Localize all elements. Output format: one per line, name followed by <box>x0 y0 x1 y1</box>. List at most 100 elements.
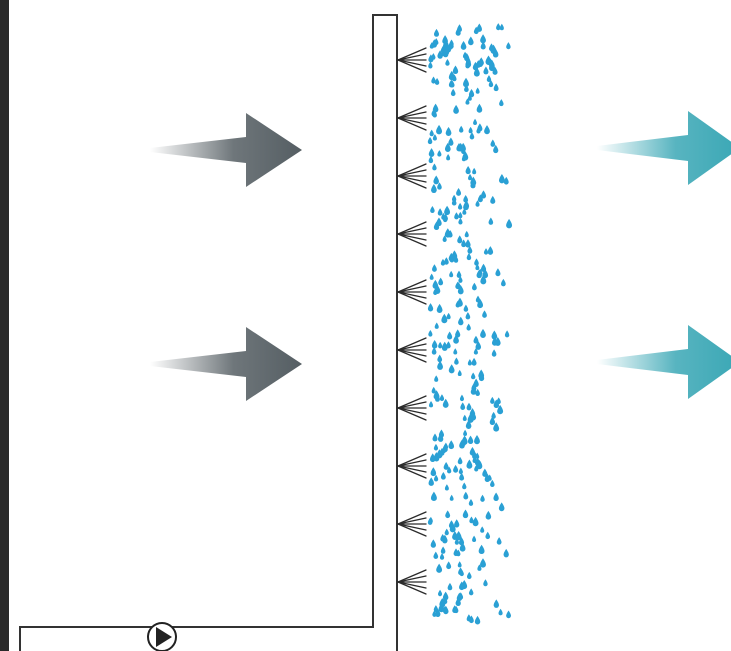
water-droplet-icon <box>465 61 470 69</box>
water-droplet-icon <box>450 88 456 97</box>
water-droplet-icon <box>458 316 464 326</box>
water-droplet-icon <box>499 23 504 31</box>
water-droplet-icon <box>485 531 491 540</box>
water-droplet-icon <box>434 78 440 85</box>
water-droplet-icon <box>493 599 500 608</box>
water-droplet-icon <box>482 468 488 477</box>
water-droplet-icon <box>444 484 449 491</box>
water-droplet-icon <box>437 50 443 59</box>
water-droplet-icon <box>462 482 467 490</box>
water-droplet-icon <box>429 42 434 49</box>
water-droplet-icon <box>463 429 468 436</box>
water-droplet-icon <box>430 491 437 502</box>
water-droplet-icon <box>427 303 434 312</box>
water-droplet-icon <box>459 439 465 449</box>
water-droplet-icon <box>480 328 486 339</box>
water-droplet-icon <box>487 246 494 255</box>
water-droplet-icon <box>475 341 482 350</box>
inlet-arrows <box>150 113 302 401</box>
water-droplet-icon <box>476 103 483 113</box>
water-droplet-icon <box>433 452 440 462</box>
water-droplet-icon <box>453 348 458 355</box>
water-droplet-icon <box>455 27 461 36</box>
water-droplet-icon <box>469 516 474 524</box>
water-droplet-icon <box>452 605 458 614</box>
water-droplet-icon <box>468 36 474 46</box>
water-droplet-icon <box>475 87 480 94</box>
water-droplet-icon <box>466 614 472 622</box>
water-droplet-icon <box>468 499 474 506</box>
water-droplet-icon <box>432 163 437 171</box>
water-droplet-icon <box>490 195 496 204</box>
airflow-out-arrow <box>597 325 731 399</box>
water-droplet-icon <box>456 188 462 196</box>
water-droplet-icon <box>464 230 469 238</box>
water-droplet-icon <box>483 579 488 587</box>
water-droplet-icon <box>504 330 510 338</box>
water-droplet-icon <box>475 263 480 271</box>
water-droplet-icon <box>483 248 489 255</box>
water-droplet-icon <box>440 472 446 480</box>
water-droplet-icon <box>437 182 442 190</box>
water-droplet-icon <box>433 175 439 185</box>
water-droplet-icon <box>438 341 443 349</box>
water-droplet-icon <box>439 394 445 402</box>
water-droplet-icon <box>442 591 449 601</box>
water-droplet-icon <box>458 467 463 475</box>
water-droplet-icon <box>445 126 452 136</box>
water-droplet-icon <box>488 217 494 225</box>
water-droplet-icon <box>496 23 501 31</box>
water-pipe <box>19 14 398 651</box>
water-droplet-icon <box>438 277 444 286</box>
water-droplet-icon <box>437 589 443 597</box>
water-droplet-icon <box>473 378 479 388</box>
water-droplet-icon <box>472 535 477 543</box>
water-droplet-icon <box>448 440 455 450</box>
outlet-arrows <box>597 111 731 399</box>
water-droplet-icon <box>448 364 455 374</box>
water-droplet-icon <box>437 208 443 216</box>
water-droplet-icon <box>480 526 485 533</box>
water-droplet-icon <box>459 394 465 402</box>
water-droplet-icon <box>436 124 443 135</box>
water-droplet-icon <box>480 494 485 502</box>
water-droplet-icon <box>428 148 435 158</box>
water-droplet-icon <box>474 434 480 445</box>
water-droplet-icon <box>477 194 483 203</box>
water-droplet-icon <box>457 456 463 465</box>
water-droplet-icon <box>475 200 480 207</box>
water-droplet-icon <box>448 137 454 146</box>
water-droplet-icon <box>455 300 460 308</box>
water-droplet-icon <box>430 205 435 214</box>
water-droplet-icon <box>442 534 448 544</box>
water-droplet-icon <box>493 83 499 92</box>
water-droplet-icon <box>491 337 498 346</box>
water-droplet-icon <box>448 520 455 529</box>
water-droplet-icon <box>437 360 443 370</box>
water-droplet-icon <box>480 41 486 50</box>
water-droplet-icon <box>476 269 482 279</box>
water-droplet-icon <box>458 211 463 219</box>
water-droplet-icon <box>437 354 443 363</box>
water-droplet-icon <box>457 561 462 568</box>
water-droplet-icon <box>459 125 464 133</box>
water-droplet-icon <box>498 502 505 512</box>
water-droplet-icon <box>459 569 464 577</box>
water-droplet-icon <box>473 348 478 355</box>
spray-nozzle-icon <box>397 569 427 595</box>
water-droplet-icon <box>506 218 513 229</box>
water-droplet-icon <box>444 228 451 238</box>
water-droplet-icon <box>506 610 511 619</box>
water-droplet-icon <box>438 429 445 438</box>
water-droplet-icon <box>443 257 449 265</box>
water-droplet-icon <box>431 183 437 194</box>
airflow-in-arrow <box>150 327 302 401</box>
pump-icon <box>147 622 177 651</box>
water-droplet-icon <box>459 542 466 552</box>
water-droplet-icon <box>466 253 472 261</box>
water-droplet-icon <box>480 274 487 285</box>
water-droplet-icon <box>478 544 485 555</box>
water-droplet-icon <box>451 198 457 206</box>
water-droplet-icon <box>463 491 469 500</box>
